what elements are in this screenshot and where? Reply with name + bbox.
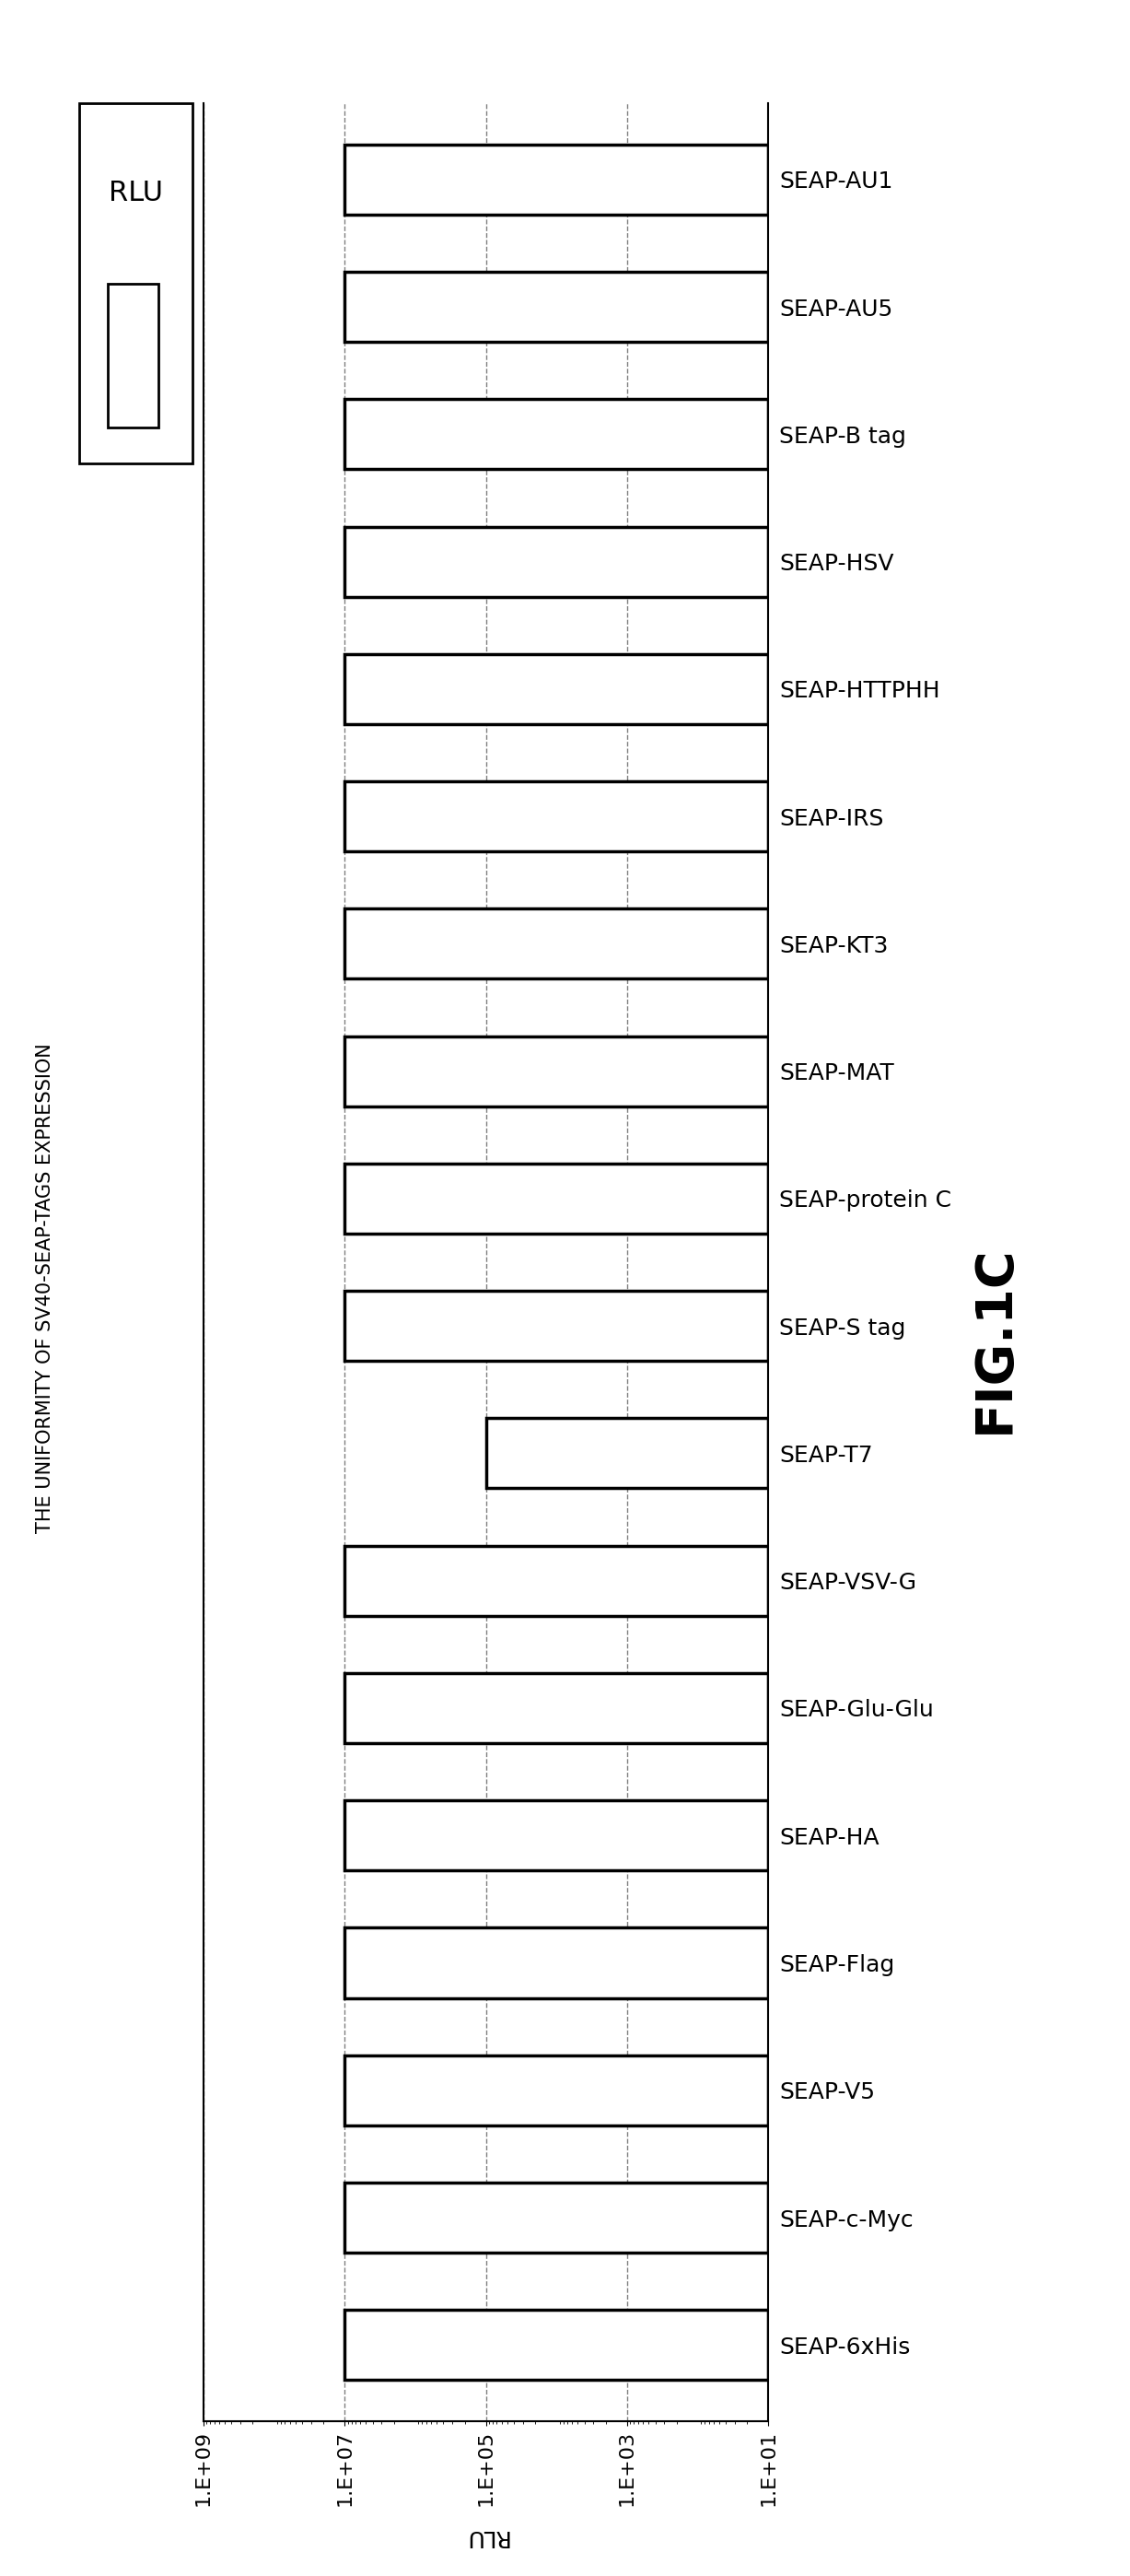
Bar <box>345 1036 768 1105</box>
Bar <box>345 654 768 724</box>
Bar <box>345 1927 768 1999</box>
Bar <box>345 781 768 853</box>
Bar <box>345 526 768 598</box>
Bar <box>345 1164 768 1234</box>
Bar <box>345 399 768 469</box>
Bar <box>345 1291 768 1360</box>
Text: RLU: RLU <box>108 180 163 206</box>
Text: FIG.1C: FIG.1C <box>970 1244 1019 1435</box>
Bar <box>345 1801 768 1870</box>
Bar <box>345 1546 768 1615</box>
Bar <box>486 1419 768 1489</box>
Bar <box>345 1672 768 1744</box>
Bar <box>345 273 768 343</box>
Bar <box>345 909 768 979</box>
Text: ___________________________: ___________________________ <box>103 240 112 379</box>
X-axis label: RLU: RLU <box>463 2524 509 2548</box>
Bar <box>345 2311 768 2380</box>
Bar <box>345 2182 768 2251</box>
Bar <box>345 144 768 214</box>
Bar <box>345 2056 768 2125</box>
Text: THE UNIFORMITY OF SV40-SEAP-TAGS EXPRESSION: THE UNIFORMITY OF SV40-SEAP-TAGS EXPRESS… <box>36 1043 54 1533</box>
